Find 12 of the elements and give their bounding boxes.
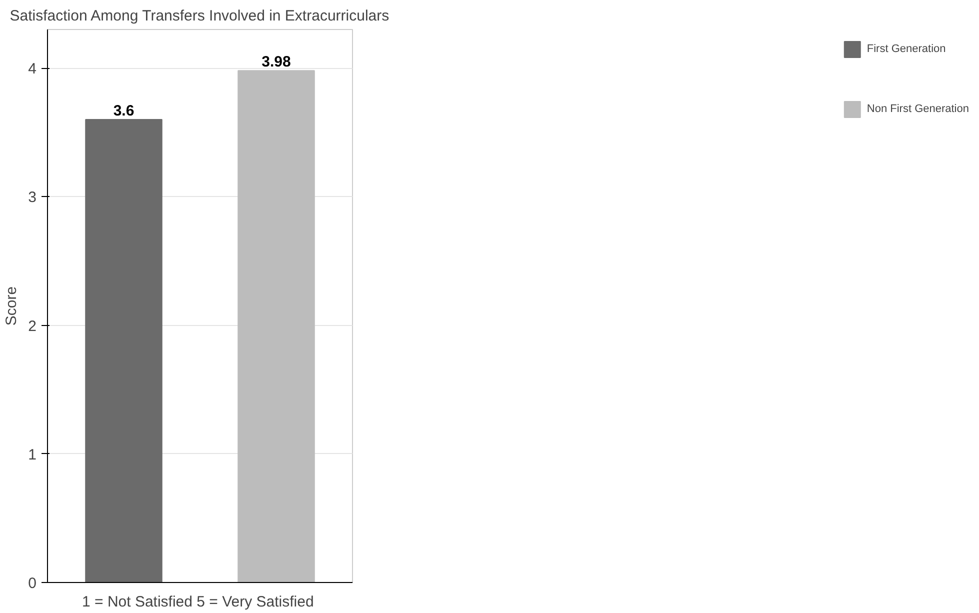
data-label: 3.6 [113, 102, 134, 120]
x-axis-title: 1 = Not Satisfied 5 = Very Satisfied [82, 594, 314, 610]
y-tick-label: 2 [28, 318, 36, 335]
legend-label: Non First Generation [866, 103, 969, 115]
y-tick-label: 1 [28, 446, 36, 464]
y-tick-label: 3 [28, 189, 36, 206]
y-tick-label: 4 [28, 60, 36, 78]
chart-title: Satisfaction Among Transfers Involved in Extracurriculars [10, 8, 390, 24]
data-label: 3.98 [262, 54, 291, 71]
y-axis-title: Score [3, 286, 20, 326]
legend-label: First Generation [866, 43, 946, 55]
y-tick-label: 0 [28, 575, 36, 592]
